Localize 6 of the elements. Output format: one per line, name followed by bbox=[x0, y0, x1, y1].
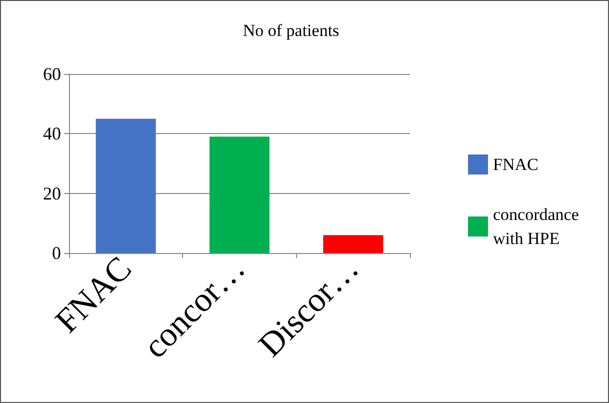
y-tick-label: 20 bbox=[43, 183, 61, 204]
legend-label: concordance with HPE bbox=[493, 205, 584, 248]
y-tick-label: 40 bbox=[43, 124, 61, 144]
chart-title: No of patients bbox=[242, 21, 340, 40]
legend-label: FNAC bbox=[493, 155, 538, 174]
y-tick-label: 60 bbox=[43, 64, 61, 84]
